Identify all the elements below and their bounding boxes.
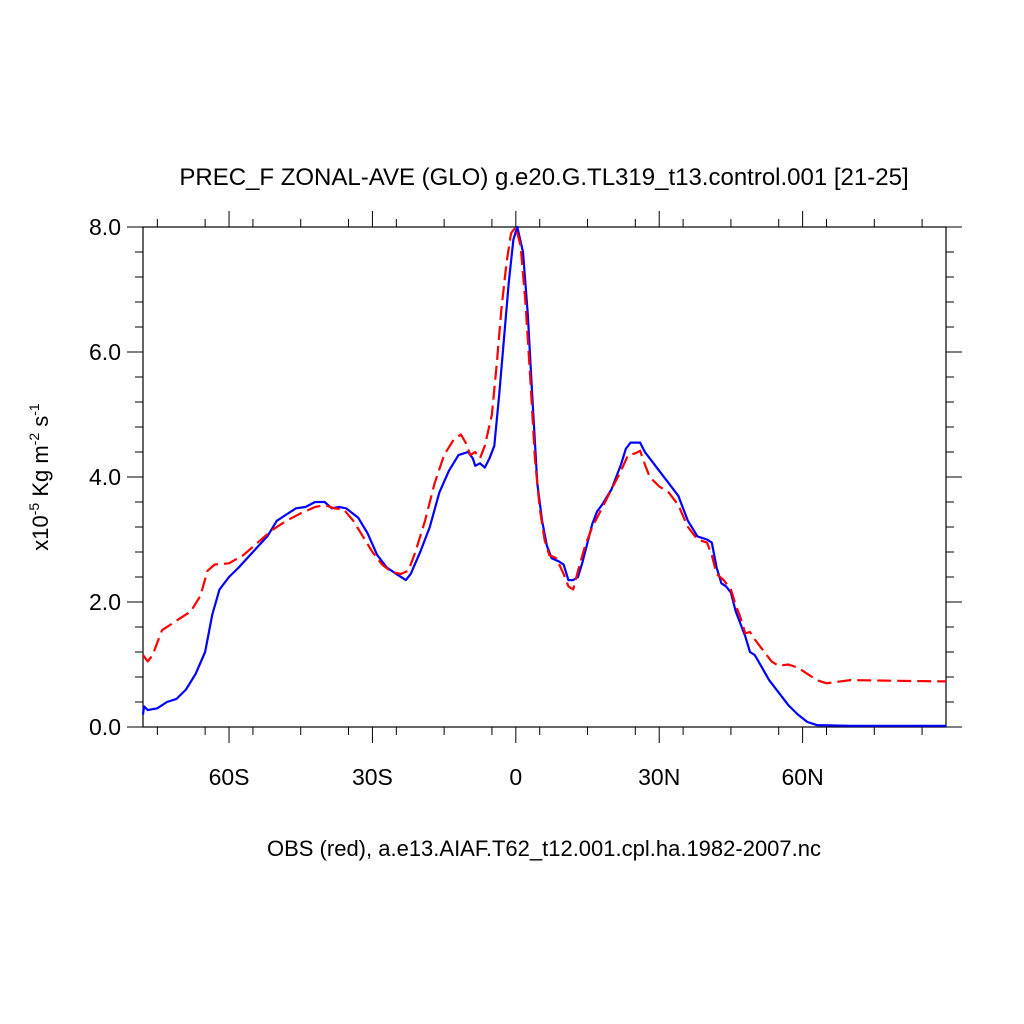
x-axis-caption: OBS (red), a.e13.AIAF.T62_t12.001.cpl.ha… — [267, 836, 821, 861]
plot-area: 0.0 2.0 4.0 6.0 8.0 60S 30S 0 30N 60N — [89, 211, 962, 790]
plot-frame — [142, 226, 947, 728]
y-tick-label: 2.0 — [89, 589, 121, 615]
series-line-model — [141, 225, 946, 727]
y-tick-label: 8.0 — [89, 214, 121, 240]
y-label-sup2: -2 — [26, 433, 42, 446]
x-tick-label: 60S — [209, 764, 250, 790]
chart-title: PREC_F ZONAL-AVE (GLO) g.e20.G.TL319_t13… — [179, 164, 908, 191]
y-label-mid2: s — [28, 416, 53, 433]
y-tick-label: 4.0 — [89, 464, 121, 490]
x-tick-label: 30S — [352, 764, 393, 790]
x-tick-label: 0 — [509, 764, 522, 790]
y-tick-label: 0.0 — [89, 714, 121, 740]
y-label-mid: Kg m — [28, 445, 53, 502]
x-tick-label: 60N — [782, 764, 824, 790]
y-axis-label: x10-5 Kg m-2 s-1 — [26, 403, 53, 551]
y-label-sup1: -5 — [26, 503, 42, 516]
y-label-prefix: x10 — [28, 515, 53, 550]
series-line-obs — [142, 225, 947, 685]
y-tick-label: 6.0 — [89, 339, 121, 365]
x-tick-label: 30N — [638, 764, 680, 790]
y-label-sup3: -1 — [26, 403, 42, 416]
